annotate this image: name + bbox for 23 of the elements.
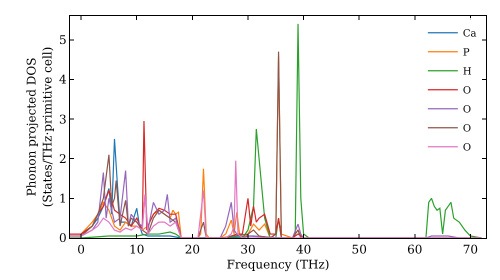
x-tick-label: 50 xyxy=(352,242,367,256)
x-tick-label: 40 xyxy=(296,242,312,256)
y-tick-label: 0 xyxy=(58,231,67,246)
x-axis-title: Frequency (THz) xyxy=(226,257,330,272)
y-tick-label: 4 xyxy=(58,72,67,87)
legend-label: P xyxy=(462,48,470,59)
y-tick-label: 5 xyxy=(58,32,67,47)
x-tick-label: 30 xyxy=(240,242,256,256)
y-tick-label: 2 xyxy=(58,152,67,166)
x-tick-label: 70 xyxy=(462,242,478,256)
y-axis-title: Phonon projected DOS (States/THz·primitive cell) xyxy=(24,46,54,208)
y-tick-label: 3 xyxy=(58,112,67,126)
legend-label: O xyxy=(462,86,472,97)
y-tick-label: 1 xyxy=(58,192,67,206)
x-tick-label: 20 xyxy=(184,242,200,256)
legend-label: Ca xyxy=(462,28,476,40)
legend-label: H xyxy=(462,66,472,78)
x-tick-label: 60 xyxy=(407,242,422,256)
x-tick-label: 10 xyxy=(129,242,144,256)
legend-label: O xyxy=(462,142,472,154)
x-tick-label: 0 xyxy=(77,242,85,256)
legend-label: O xyxy=(462,104,472,116)
legend-label: O xyxy=(462,124,472,135)
